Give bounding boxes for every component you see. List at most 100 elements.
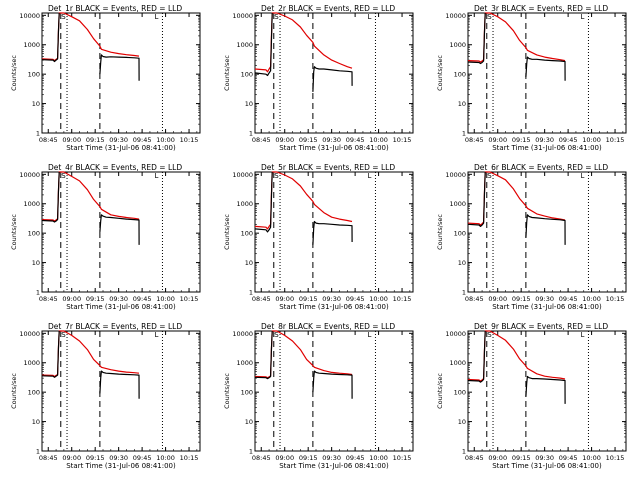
y-tick-label: 10 bbox=[458, 418, 466, 426]
panel-title: Det_8r BLACK = Events, RED = LLD bbox=[261, 322, 395, 331]
events-series-line-1 bbox=[467, 330, 486, 383]
x-axis-label: Start Time (31-Jul-06 08:41:00) bbox=[279, 462, 389, 470]
y-axis-label: Counts/sec bbox=[10, 214, 18, 250]
events-series-line-2 bbox=[99, 370, 140, 399]
y-tick-label: 1 bbox=[36, 130, 40, 138]
events-series-line-2 bbox=[312, 220, 353, 245]
x-tick-label: 09:15 bbox=[86, 295, 105, 303]
y-tick-label: 1000 bbox=[449, 200, 466, 208]
y-tick-label: 10 bbox=[458, 100, 466, 108]
x-tick-label: 09:45 bbox=[133, 295, 152, 303]
x-tick-label: 10:15 bbox=[180, 454, 199, 462]
y-tick-label: 1000 bbox=[449, 359, 466, 367]
y-tick-label: 100 bbox=[28, 389, 40, 397]
x-tick-label: 09:45 bbox=[133, 454, 152, 462]
x-tick-label: 09:30 bbox=[535, 136, 554, 144]
events-series-line-1 bbox=[467, 12, 486, 65]
x-tick-label: 09:15 bbox=[299, 136, 318, 144]
events-series-line-2 bbox=[525, 375, 566, 404]
events-series-line-1 bbox=[41, 12, 60, 63]
y-tick-label: 10 bbox=[32, 259, 40, 267]
y-tick-label: 1 bbox=[249, 289, 253, 297]
x-tick-label: 10:15 bbox=[606, 295, 625, 303]
x-tick-label: 10:15 bbox=[606, 136, 625, 144]
x-tick-label: 09:15 bbox=[512, 454, 531, 462]
plot-frame bbox=[41, 330, 201, 452]
x-tick-label: 09:15 bbox=[86, 136, 105, 144]
x-tick-label: 09:15 bbox=[512, 295, 531, 303]
x-tick-label: 09:45 bbox=[346, 295, 365, 303]
y-tick-label: 10 bbox=[245, 259, 253, 267]
plot-frame bbox=[254, 171, 414, 293]
marker-l: L bbox=[368, 13, 372, 21]
events-series-line-1 bbox=[254, 12, 273, 77]
x-tick-label: 10:00 bbox=[369, 454, 388, 462]
marker-l: L bbox=[155, 331, 159, 339]
y-tick-label: 1 bbox=[462, 448, 466, 456]
marker-l: L bbox=[368, 331, 372, 339]
x-tick-label: 09:00 bbox=[488, 136, 507, 144]
y-tick-label: 10000 bbox=[445, 12, 466, 20]
panel-title: Det_3r BLACK = Events, RED = LLD bbox=[474, 4, 608, 13]
y-axis-label: Counts/sec bbox=[436, 55, 444, 91]
panel-8: Det_8r BLACK = Events, RED = LLD 1 10 100 10… bbox=[223, 322, 414, 470]
x-tick-label: 10:00 bbox=[582, 454, 601, 462]
marker-s: S bbox=[274, 13, 279, 21]
marker-s: S bbox=[487, 13, 492, 21]
events-series-line-1 bbox=[254, 171, 273, 233]
x-axis-label: Start Time (31-Jul-06 08:41:00) bbox=[66, 144, 176, 152]
marker-l: L bbox=[368, 172, 372, 180]
x-tick-label: 10:00 bbox=[369, 136, 388, 144]
lld-series-line-0 bbox=[254, 330, 353, 379]
y-tick-label: 1 bbox=[36, 289, 40, 297]
x-tick-label: 09:00 bbox=[62, 295, 81, 303]
panel-2: Det_2r BLACK = Events, RED = LLD 1 10 100 10… bbox=[223, 4, 414, 152]
x-tick-label: 08:45 bbox=[39, 454, 58, 462]
x-tick-label: 08:45 bbox=[39, 295, 58, 303]
events-series-line-2 bbox=[312, 370, 353, 399]
marker-l: L bbox=[581, 331, 585, 339]
y-axis-label: Counts/sec bbox=[10, 373, 18, 409]
y-tick-label: 1 bbox=[36, 448, 40, 456]
panel-title: Det_4r BLACK = Events, RED = LLD bbox=[48, 163, 182, 172]
y-tick-label: 10 bbox=[245, 100, 253, 108]
events-series-line-1 bbox=[41, 171, 60, 223]
y-tick-label: 10 bbox=[32, 418, 40, 426]
lld-series-line-0 bbox=[41, 12, 140, 62]
x-tick-label: 10:00 bbox=[369, 295, 388, 303]
marker-s: S bbox=[61, 13, 66, 21]
x-tick-label: 10:00 bbox=[156, 295, 175, 303]
marker-l: L bbox=[155, 13, 159, 21]
lld-series-line-0 bbox=[467, 171, 566, 226]
y-tick-label: 1 bbox=[249, 130, 253, 138]
panel-title: Det_7r BLACK = Events, RED = LLD bbox=[48, 322, 182, 331]
x-tick-label: 10:15 bbox=[180, 295, 199, 303]
marker-s: S bbox=[61, 172, 66, 180]
x-tick-label: 09:00 bbox=[275, 136, 294, 144]
x-tick-label: 10:00 bbox=[156, 136, 175, 144]
x-axis-label: Start Time (31-Jul-06 08:41:00) bbox=[279, 144, 389, 152]
lld-series-line-0 bbox=[41, 330, 140, 378]
y-axis-label: Counts/sec bbox=[223, 214, 231, 250]
x-tick-label: 08:45 bbox=[465, 454, 484, 462]
x-axis-label: Start Time (31-Jul-06 08:41:00) bbox=[492, 144, 602, 152]
y-tick-label: 1000 bbox=[236, 41, 253, 49]
x-tick-label: 10:15 bbox=[606, 454, 625, 462]
x-tick-label: 09:45 bbox=[559, 295, 578, 303]
y-axis-label: Counts/sec bbox=[436, 214, 444, 250]
x-axis-label: Start Time (31-Jul-06 08:41:00) bbox=[492, 462, 602, 470]
x-tick-label: 09:15 bbox=[299, 454, 318, 462]
x-tick-label: 09:00 bbox=[488, 454, 507, 462]
y-axis-label: Counts/sec bbox=[223, 373, 231, 409]
x-tick-label: 09:30 bbox=[109, 136, 128, 144]
y-tick-label: 10 bbox=[32, 100, 40, 108]
y-tick-label: 10000 bbox=[232, 12, 253, 20]
y-tick-label: 100 bbox=[454, 71, 466, 79]
x-tick-label: 09:00 bbox=[275, 454, 294, 462]
x-tick-label: 09:15 bbox=[512, 136, 531, 144]
y-tick-label: 1000 bbox=[236, 359, 253, 367]
events-series-line-2 bbox=[312, 66, 353, 92]
y-tick-label: 100 bbox=[28, 230, 40, 238]
x-axis-label: Start Time (31-Jul-06 08:41:00) bbox=[279, 303, 389, 311]
